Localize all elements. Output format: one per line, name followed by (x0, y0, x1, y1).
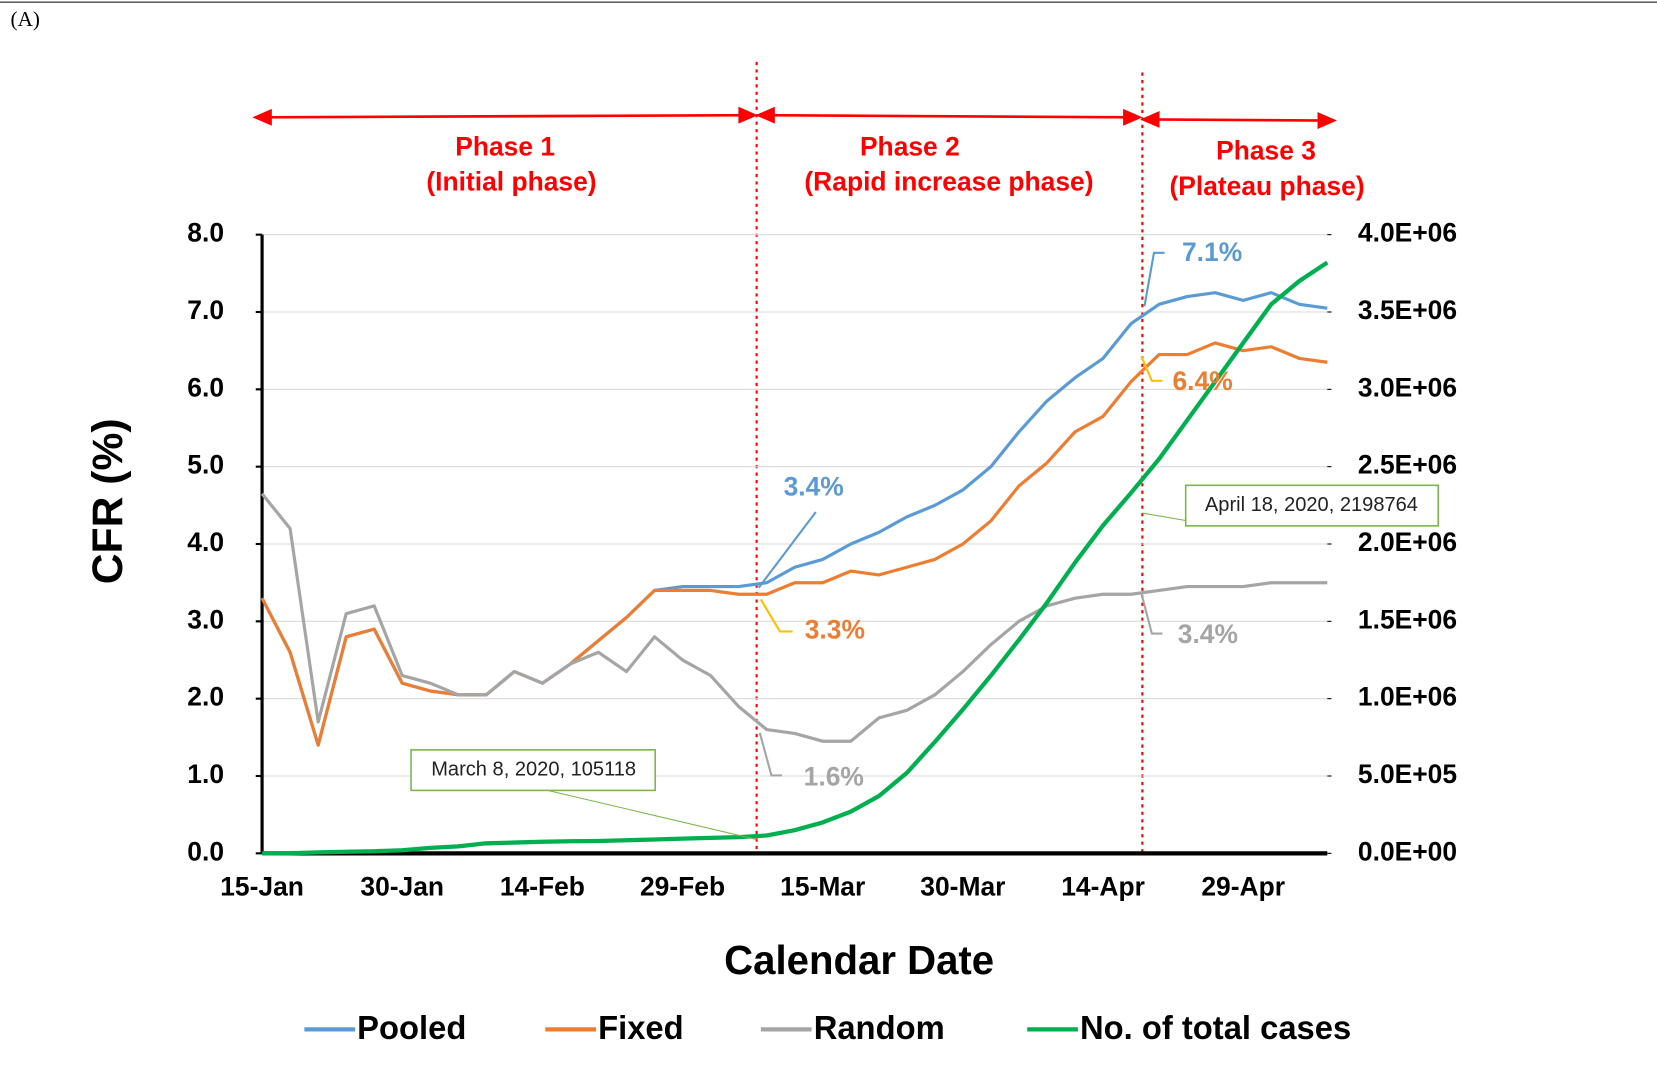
callout-box (1184, 484, 1440, 527)
y-tick-label: 5.0 (187, 450, 224, 480)
y-tick-label: 7.0 (187, 295, 224, 325)
phase-arrows (252, 106, 1337, 129)
phase-label: Phase 3 (1216, 135, 1316, 165)
y2-tick-label: 3.0E+06 (1358, 372, 1457, 402)
x-tick-label: 29-Apr (1201, 871, 1285, 901)
x-axis-title: Calendar Date (724, 937, 994, 983)
leaders (543, 251, 1186, 840)
phase-label: (Plateau phase) (1169, 171, 1364, 201)
phase-label: Phase 2 (860, 131, 960, 161)
legend: Pooled Fixed Random No. of total cases (304, 1009, 1351, 1046)
legend-label: Fixed (598, 1009, 684, 1046)
x-tick-label: 14-Apr (1061, 871, 1145, 901)
series-line (262, 260, 1329, 856)
legend-label: Random (814, 1009, 945, 1046)
y-tick-label: 4.0 (187, 527, 224, 557)
y2-tick-label: 3.5E+06 (1358, 295, 1457, 325)
y-tick-label: 1.0 (187, 759, 224, 789)
y-axis-title: CFR (%) (84, 418, 131, 584)
y2-tick-label: 5.0E+05 (1358, 759, 1457, 789)
plot (260, 260, 1329, 856)
x-tick-label: 30-Mar (920, 871, 1005, 901)
callout-text: March 8, 2020, 105118 (431, 758, 636, 780)
phase-label: (Initial phase) (426, 166, 596, 196)
panel-label: (A) (11, 7, 40, 31)
annotation: 7.1% (1182, 237, 1242, 267)
annotation: 3.4% (784, 471, 844, 501)
x-tick-label: 15-Mar (780, 871, 865, 901)
y2-tick-label: 1.5E+06 (1358, 604, 1457, 634)
y2-tick-label: 1.0E+06 (1358, 682, 1457, 712)
y-tick-label: 6.0 (187, 372, 224, 402)
y-tick-label: 0.0 (187, 836, 224, 866)
annotation: 3.3% (805, 614, 865, 644)
phase-label: Phase 1 (455, 131, 555, 161)
phase-label: (Rapid increase phase) (804, 166, 1093, 196)
y-tick-label: 2.0 (187, 682, 224, 712)
callout-box (410, 749, 656, 792)
annotation: 1.6% (804, 762, 864, 792)
x-tick-label: 30-Jan (360, 871, 444, 901)
y2-tick-label: 4.0E+06 (1358, 218, 1457, 248)
series-line (260, 341, 1328, 747)
legend-label: No. of total cases (1080, 1009, 1351, 1046)
y2-tick-label: 2.5E+06 (1358, 450, 1457, 480)
series-line (260, 291, 1328, 747)
annotation: 3.4% (1178, 619, 1238, 649)
y-tick-label: 8.0 (187, 218, 224, 248)
series-line (260, 492, 1328, 743)
legend-label: Pooled (357, 1009, 466, 1046)
x-tick-label: 15-Jan (220, 871, 304, 901)
x-tick-label: 29-Feb (640, 871, 725, 901)
annotation: 6.4% (1172, 366, 1232, 396)
x-tick-label: 14-Feb (500, 871, 585, 901)
grid: 0.0 1.0 2.0 3.0 4.0 5.0 6.0 7.0 8.0 0.0E+00 5.0E+0… (187, 218, 1457, 902)
y2-tick-label: 2.0E+06 (1358, 527, 1457, 557)
y-tick-label: 3.0 (187, 604, 224, 634)
y2-tick-label: 0.0E+00 (1358, 836, 1457, 866)
callout-text: April 18, 2020, 2198764 (1205, 494, 1418, 516)
